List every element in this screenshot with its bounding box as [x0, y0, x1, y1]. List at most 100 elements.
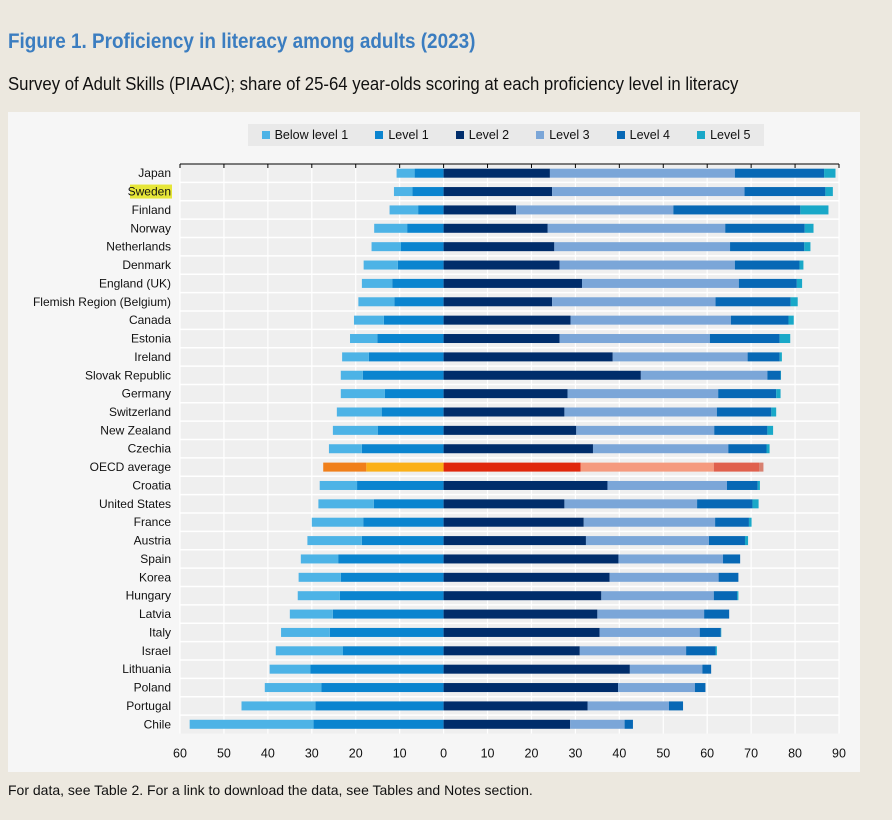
bar-level-4	[704, 609, 730, 619]
bar-level-2	[443, 517, 584, 527]
bar-below-level-1	[342, 352, 369, 362]
category-label: Switzerland	[109, 405, 171, 419]
bar-level-1	[392, 278, 444, 288]
bar-level-3	[570, 719, 625, 729]
bar-level-1	[383, 315, 444, 325]
bar-below-level-1	[340, 389, 385, 399]
bar-level-2	[443, 223, 548, 233]
bar-below-level-1	[393, 187, 413, 197]
bar-level-1	[366, 462, 444, 472]
legend-label: Level 4	[629, 128, 670, 142]
bar-level-2	[443, 536, 586, 546]
category-label: New Zealand	[100, 423, 171, 437]
bar-level-2	[443, 554, 619, 564]
bar-level-1	[373, 499, 444, 509]
bar-below-level-1	[389, 205, 419, 215]
x-tick-label: 60	[700, 746, 714, 760]
legend-item: Level 1	[375, 128, 429, 142]
bar-level-5	[790, 297, 798, 307]
legend-swatch	[697, 131, 706, 139]
bar-level-4	[767, 370, 781, 380]
bar-level-1	[377, 425, 444, 435]
bar-level-3	[587, 701, 669, 711]
bar-level-5	[757, 480, 760, 490]
legend-label: Level 2	[468, 128, 510, 142]
bar-below-level-1	[319, 480, 358, 490]
bar-level-2	[443, 407, 565, 417]
bar-level-3	[618, 554, 724, 564]
bar-level-3	[583, 517, 716, 527]
bar-level-5	[796, 278, 803, 288]
bar-below-level-1	[269, 664, 311, 674]
bar-below-level-1	[328, 444, 362, 454]
x-tick-label: 50	[217, 746, 231, 760]
bar-level-3	[516, 205, 674, 215]
bar-level-5	[759, 462, 764, 472]
bar-level-4	[726, 480, 758, 490]
figure-subtitle: Survey of Adult Skills (PIAAC); share of…	[8, 74, 739, 94]
bar-level-3	[576, 425, 715, 435]
legend-swatch	[616, 131, 625, 139]
bar-level-5	[771, 407, 777, 417]
bar-level-2	[443, 591, 602, 601]
bar-level-3	[597, 609, 705, 619]
chart-legend: Below level 1 Level 1 Level 2 Level 3 Level …	[248, 124, 764, 146]
bar-below-level-1	[332, 425, 378, 435]
legend-item: Level 3	[536, 128, 590, 142]
x-tick-label: 10	[393, 746, 407, 760]
bar-level-2	[443, 260, 560, 270]
category-label: Finland	[132, 203, 171, 217]
bar-level-4	[730, 315, 789, 325]
category-label: Poland	[134, 681, 171, 695]
category-label: Slovak Republic	[85, 368, 171, 382]
bar-level-4	[718, 572, 739, 582]
category-label: Canada	[129, 313, 171, 327]
bar-below-level-1	[323, 462, 367, 472]
bar-level-5	[744, 536, 749, 546]
bar-level-1	[339, 591, 444, 601]
bar-level-4	[715, 297, 791, 307]
bar-level-2	[443, 315, 571, 325]
bar-level-2	[443, 168, 550, 178]
bar-below-level-1	[396, 168, 415, 178]
bar-level-3	[640, 370, 768, 380]
bar-level-2	[443, 352, 613, 362]
bar-level-3	[564, 499, 698, 509]
bar-level-2	[443, 572, 610, 582]
bar-level-4	[730, 242, 805, 252]
bar-level-3	[564, 407, 717, 417]
bar-level-3	[601, 591, 714, 601]
bar-level-1	[381, 407, 444, 417]
bar-level-1	[361, 444, 444, 454]
bar-level-3	[552, 187, 745, 197]
bar-level-1	[310, 664, 444, 674]
legend-label: Level 1	[388, 128, 429, 142]
bar-level-2	[443, 646, 580, 656]
bar-level-1	[357, 480, 444, 490]
bar-level-3	[567, 389, 719, 399]
bar-level-1	[397, 260, 444, 270]
bar-level-2	[443, 297, 553, 307]
bar-level-4	[723, 554, 741, 564]
footnote: For data, see Table 2. For a link to dow…	[8, 782, 533, 798]
bar-level-1	[342, 646, 444, 656]
bar-level-4	[718, 389, 777, 399]
bar-level-3	[559, 334, 710, 344]
bar-level-3	[579, 646, 687, 656]
bar-level-1	[321, 683, 444, 693]
category-label: Portugal	[126, 699, 171, 713]
category-label: Czechia	[128, 442, 172, 456]
x-tick-label: 20	[525, 746, 539, 760]
bar-level-2	[443, 609, 598, 619]
bar-level-5	[788, 315, 794, 325]
bar-level-3	[607, 480, 727, 490]
category-label: Hungary	[126, 589, 171, 603]
bar-level-1	[412, 187, 444, 197]
category-label: Chile	[144, 717, 172, 731]
bar-level-1	[400, 242, 444, 252]
bar-level-5	[766, 444, 770, 454]
bar-level-5	[767, 425, 774, 435]
bar-below-level-1	[241, 701, 316, 711]
bar-level-2	[443, 187, 553, 197]
bar-level-4	[734, 168, 825, 178]
